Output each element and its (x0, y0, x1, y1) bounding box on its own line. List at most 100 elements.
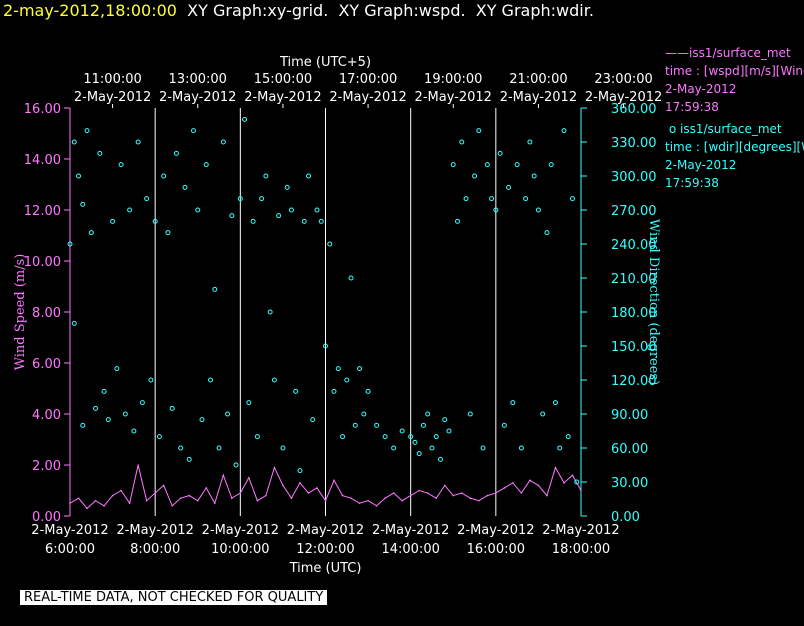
legend-wdir-time: 17:59:38 (665, 176, 719, 190)
bottom-tick-date: 2-May-2012 (542, 523, 619, 538)
wind-direction-point (259, 196, 265, 202)
wind-direction-point (442, 417, 448, 423)
wind-speed-point (358, 502, 361, 505)
wind-speed-point (384, 497, 386, 499)
wind-direction-point (399, 428, 405, 434)
right-axis-label: Wind Direction (degrees) (646, 219, 661, 385)
wind-direction-point (548, 162, 554, 168)
wind-speed-point (333, 479, 335, 482)
wind-direction-point (527, 139, 533, 145)
bottom-tick-date: 2-May-2012 (31, 523, 108, 538)
header-titles: XY Graph:xy-grid. XY Graph:wspd. XY Grap… (187, 1, 594, 20)
left-tick-label: 10.00 (24, 255, 61, 270)
wind-speed-point (111, 494, 114, 497)
wind-direction-point (114, 366, 120, 372)
wind-direction-point (212, 286, 218, 292)
right-tick-label: 150.00 (611, 340, 657, 355)
wind-speed-point (563, 482, 565, 484)
wind-direction-point (425, 411, 431, 417)
wind-direction-point (84, 128, 90, 134)
wind-speed-point (529, 479, 531, 482)
wind-direction-point (229, 213, 235, 219)
wind-direction-point (76, 173, 82, 179)
wind-direction-point (472, 173, 478, 179)
wind-direction-point (105, 417, 111, 423)
wind-direction-point (365, 388, 371, 394)
bottom-tick-date: 2-May-2012 (287, 523, 364, 538)
wind-direction-point (297, 468, 303, 474)
wind-direction-point (340, 434, 346, 440)
wind-direction-point (288, 207, 294, 213)
wind-speed-point (154, 492, 156, 494)
wind-direction-point (203, 162, 209, 168)
wind-direction-point (165, 230, 171, 236)
wind-speed-point (375, 505, 378, 507)
wind-direction-point (467, 411, 473, 417)
wind-speed-point (171, 505, 173, 507)
right-tick-label: 0.00 (611, 510, 640, 525)
bottom-axis-title: Time (UTC) (289, 561, 362, 576)
wind-direction-point (450, 162, 456, 168)
wind-direction-point (412, 439, 418, 445)
wind-direction-point (382, 434, 388, 440)
left-tick-label: 8.00 (32, 306, 61, 321)
top-tick-time: 19:00:00 (424, 72, 482, 87)
wind-direction-point (182, 184, 188, 190)
top-tick-date: 2-May-2012 (74, 90, 151, 105)
wind-speed-point (239, 492, 242, 494)
legend-wdir-date: 2-May-2012 (665, 158, 737, 172)
wind-direction-point (190, 128, 196, 134)
wind-direction-point (446, 428, 452, 434)
top-tick-time: 15:00:00 (254, 72, 312, 87)
wind-speed-point (443, 484, 446, 487)
right-tick-label: 60.00 (611, 442, 648, 457)
wind-direction-point (535, 207, 541, 213)
wind-direction-point (301, 218, 307, 224)
wind-speed-point (503, 487, 506, 489)
wind-direction-point (335, 366, 341, 372)
wind-speed-point (452, 494, 455, 497)
wind-direction-point (250, 218, 256, 224)
wind-direction-point (127, 207, 133, 213)
wind-direction-point (331, 388, 337, 394)
wind-direction-point (225, 411, 231, 417)
wind-speed-point (401, 499, 403, 502)
wind-speed-point (94, 499, 97, 502)
wind-direction-point (263, 173, 269, 179)
left-tick-label: 2.00 (32, 459, 61, 474)
wind-direction-point (169, 405, 175, 411)
wind-direction-point (216, 445, 222, 451)
wind-speed-point (546, 494, 548, 497)
wind-direction-point (97, 150, 103, 156)
wind-speed-point (103, 505, 105, 507)
wind-speed-point (282, 484, 284, 487)
left-tick-label: 14.00 (24, 153, 61, 168)
right-tick-label: 300.00 (611, 170, 657, 185)
legend-wspd-field: time : [wspd][m/s][Wind (665, 64, 804, 78)
wind-direction-point (305, 173, 311, 179)
wind-speed-point (256, 499, 259, 502)
wind-direction-point (476, 128, 482, 134)
right-tick-label: 90.00 (611, 408, 648, 423)
wind-speed-point (299, 482, 301, 484)
wind-direction-point (161, 173, 167, 179)
wind-speed-point (495, 492, 497, 494)
wind-direction-point (480, 445, 486, 451)
wind-direction-point (271, 377, 277, 383)
wind-direction-point (293, 388, 299, 394)
wind-direction-point (122, 411, 128, 417)
wind-direction-point (67, 241, 73, 247)
wind-direction-point (220, 139, 226, 145)
top-tick-time: 23:00:00 (594, 72, 652, 87)
wind-direction-point (118, 162, 124, 168)
wind-direction-point (506, 184, 512, 190)
left-tick-label: 12.00 (24, 204, 61, 219)
wind-direction-point (178, 445, 184, 451)
bottom-tick-time: 6:00:00 (45, 542, 95, 557)
wind-speed-point (520, 492, 523, 494)
wind-speed-point (478, 499, 480, 502)
wind-direction-point (110, 218, 116, 224)
wind-direction-point (433, 434, 439, 440)
wind-speed-point (248, 476, 250, 479)
